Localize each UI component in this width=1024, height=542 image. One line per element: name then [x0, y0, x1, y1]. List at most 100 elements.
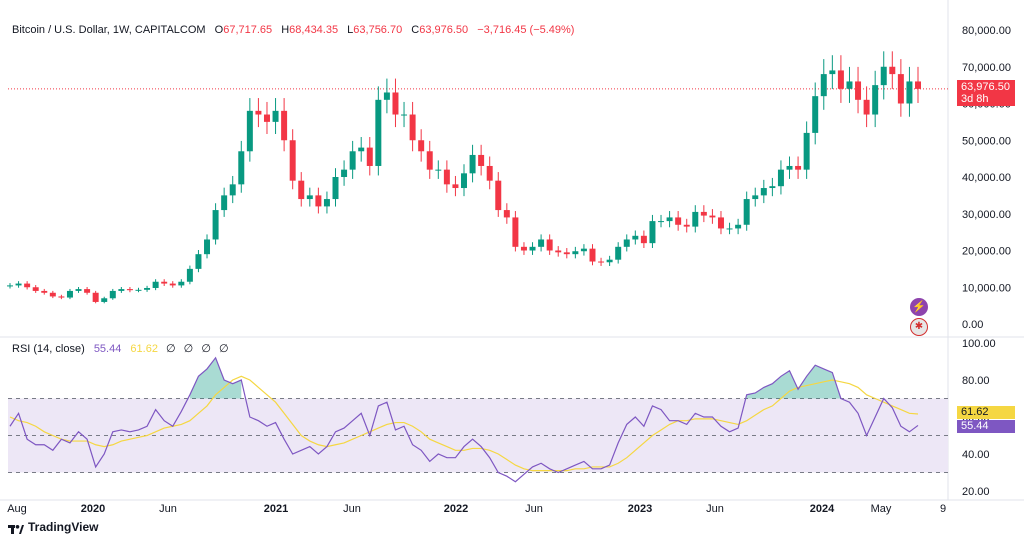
- candle-body: [563, 252, 570, 255]
- rsi-overbought-fill: [746, 365, 841, 399]
- high-label: H: [281, 24, 290, 36]
- candle-body: [760, 188, 767, 196]
- candle-body: [246, 110, 253, 152]
- candle-body: [666, 217, 673, 222]
- rsi-lines: [9, 356, 919, 483]
- null-value-4: ∅: [218, 343, 229, 355]
- candle-body: [24, 283, 31, 288]
- candle-body: [84, 289, 91, 293]
- x-tick-label: 2020: [81, 503, 105, 515]
- candle-body: [546, 239, 553, 251]
- candle-body: [221, 195, 228, 211]
- candle-body: [863, 99, 870, 115]
- candle-body: [769, 186, 776, 189]
- candle-body: [803, 132, 810, 170]
- candle-body: [204, 239, 211, 255]
- rsi-label[interactable]: RSI (14, close): [12, 343, 85, 355]
- candle-body: [281, 110, 288, 141]
- candle-body: [538, 239, 545, 247]
- candle-body: [349, 151, 356, 170]
- candle-body: [889, 66, 896, 75]
- rsi-ma-badge: 61.62: [957, 406, 1015, 419]
- candle-body: [315, 195, 322, 207]
- x-tick-label: Jun: [343, 503, 361, 515]
- last-price-badge: 63,976.50 3d 8h: [957, 80, 1015, 106]
- candle-body: [478, 154, 485, 166]
- candle-body: [58, 296, 65, 298]
- candle-body: [598, 261, 605, 263]
- candle-body: [195, 254, 202, 269]
- candle-body: [555, 250, 562, 253]
- candle-body: [906, 81, 913, 104]
- candle-body: [486, 165, 493, 181]
- candle-body: [795, 165, 802, 170]
- symbol-title[interactable]: Bitcoin / U.S. Dollar, 1W, CAPITALCOM: [12, 24, 206, 36]
- candle-body: [255, 110, 262, 115]
- null-value-3: ∅: [201, 343, 211, 355]
- candle-body: [752, 195, 759, 200]
- rsi-band: [8, 398, 948, 473]
- candle-body: [7, 285, 13, 287]
- candle-body: [401, 114, 408, 116]
- candle-body: [872, 85, 879, 115]
- candle-body: [915, 81, 921, 89]
- close-label: C: [411, 24, 420, 36]
- rsi-line: [9, 356, 919, 483]
- rsi-tick-label: 40.00: [962, 449, 990, 461]
- candle-body: [880, 66, 887, 86]
- x-tick-label: Jun: [706, 503, 724, 515]
- candle-body: [632, 235, 639, 240]
- candle-body: [846, 81, 853, 89]
- candle-body: [289, 140, 296, 181]
- candle-body: [101, 298, 108, 302]
- grid: [0, 0, 1024, 501]
- candle-body: [66, 290, 73, 298]
- candle-body: [615, 246, 622, 260]
- rsi-band-fill: [8, 398, 948, 473]
- price-tick-label: 10,000.00: [962, 282, 1011, 294]
- x-tick-label: 2022: [444, 503, 468, 515]
- candle-body: [461, 173, 467, 189]
- candle-body: [161, 281, 168, 284]
- x-tick-label: May: [871, 503, 892, 515]
- tradingview-logo[interactable]: TradingView: [8, 520, 99, 535]
- candle-body: [426, 151, 433, 170]
- candle-body: [375, 99, 382, 166]
- candle-body: [692, 211, 699, 227]
- candle-body: [812, 96, 819, 133]
- candle-body: [135, 289, 142, 291]
- candle-body: [700, 211, 707, 216]
- x-tick-label: 2024: [810, 503, 835, 515]
- candle-body: [726, 228, 733, 230]
- candle-body: [897, 74, 904, 104]
- candle-body: [323, 199, 330, 207]
- tradingview-wordmark: TradingView: [28, 520, 99, 534]
- change-value: −3,716.45 (−5.49%): [477, 24, 575, 36]
- candle-body: [118, 289, 125, 291]
- lightning-icon[interactable]: ⚡: [910, 298, 928, 316]
- candle-body: [186, 268, 193, 282]
- candle-body: [623, 239, 630, 247]
- candle-body: [675, 217, 682, 225]
- price-tick-label: 50,000.00: [962, 135, 1011, 147]
- price-tick-label: 20,000.00: [962, 246, 1011, 258]
- candle-body: [15, 283, 22, 286]
- candle-body: [683, 224, 690, 227]
- bar-countdown: 3d 8h: [961, 93, 989, 105]
- candle-body: [178, 281, 185, 286]
- candle-body: [358, 147, 365, 152]
- candle-body: [332, 177, 339, 200]
- candle-body: [366, 147, 373, 166]
- null-value-2: ∅: [183, 343, 194, 355]
- rsi-tick-label: 20.00: [962, 486, 990, 498]
- candle-body: [49, 292, 56, 297]
- price-tick-label: 70,000.00: [962, 62, 1011, 74]
- candle-body: [777, 169, 784, 187]
- candle-body: [392, 92, 399, 115]
- us-flag-icon[interactable]: ✱: [910, 318, 928, 336]
- candle-body: [855, 81, 862, 100]
- candle-body: [238, 151, 245, 185]
- rsi-ma-line: [9, 375, 919, 472]
- candle-body: [829, 70, 836, 75]
